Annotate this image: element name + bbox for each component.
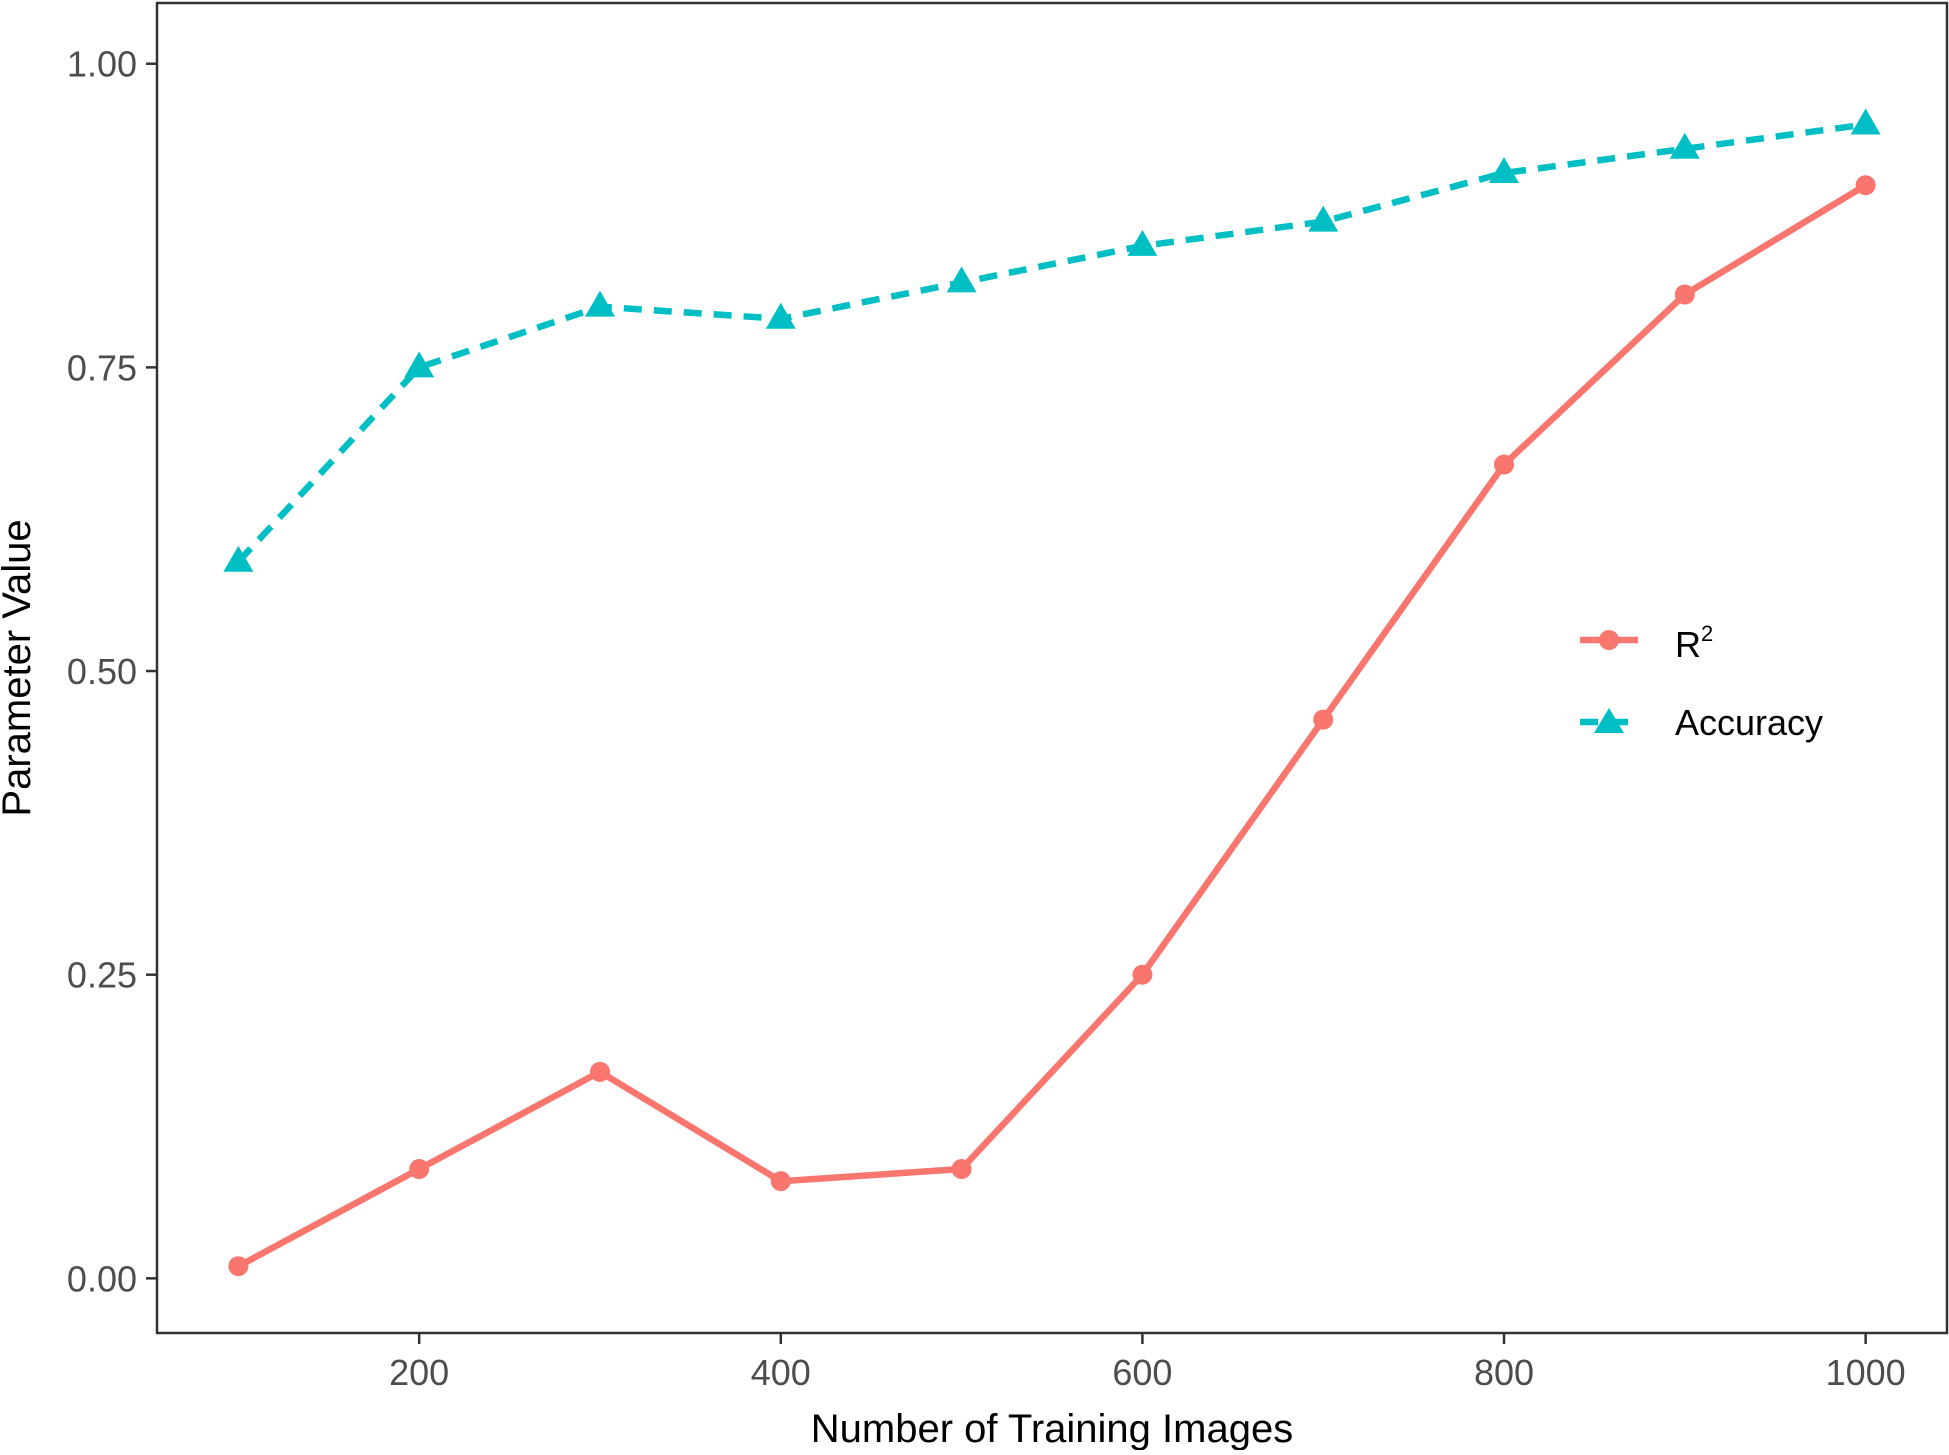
legend-r2-marker <box>1599 630 1619 650</box>
series-r2 <box>228 175 1876 1277</box>
x-tick-label: 800 <box>1474 1352 1534 1393</box>
series-line-accuracy <box>236 121 1867 564</box>
data-point-r2 <box>951 1159 972 1180</box>
x-tick-label: 400 <box>751 1352 811 1393</box>
series-accuracy <box>223 108 1881 572</box>
y-tick-label: 0.00 <box>67 1258 137 1299</box>
data-point-r2 <box>770 1171 791 1192</box>
legend-r2-label-main: R <box>1675 624 1701 665</box>
data-point-accuracy <box>1127 229 1158 256</box>
data-point-r2 <box>589 1061 610 1082</box>
data-point-accuracy <box>946 266 977 293</box>
x-tick-label: 200 <box>389 1352 449 1393</box>
data-point-accuracy <box>1850 108 1881 135</box>
y-axis-title: Parameter Value <box>0 519 39 816</box>
data-point-accuracy <box>1669 132 1700 159</box>
data-point-r2 <box>1674 284 1695 305</box>
legend-r2-label-superscript: 2 <box>1701 621 1713 646</box>
legend-entry-accuracy: Accuracy <box>1580 702 1823 743</box>
data-point-r2 <box>1855 175 1876 196</box>
data-point-r2 <box>1494 454 1515 475</box>
data-point-accuracy <box>1489 157 1520 184</box>
y-tick-label: 1.00 <box>67 44 137 85</box>
data-point-r2 <box>1132 964 1153 985</box>
data-point-r2 <box>409 1159 430 1180</box>
data-point-accuracy <box>584 290 615 317</box>
x-tick-label: 600 <box>1112 1352 1172 1393</box>
x-tick-label: 1000 <box>1826 1352 1906 1393</box>
data-point-accuracy <box>223 545 254 572</box>
legend-accuracy-label: Accuracy <box>1675 702 1823 743</box>
x-axis-title: Number of Training Images <box>811 1407 1293 1450</box>
series-line-r2 <box>236 182 1868 1270</box>
plot-panel-border <box>155 1 1949 1335</box>
y-tick-label: 0.25 <box>67 955 137 996</box>
legend-accuracy-marker <box>1594 708 1624 733</box>
y-tick-label: 0.75 <box>67 347 137 388</box>
data-point-accuracy <box>765 302 796 329</box>
data-point-r2 <box>1313 709 1334 730</box>
series-layer <box>223 108 1881 1277</box>
legend-entry-r2: R2 <box>1580 621 1713 665</box>
data-point-r2 <box>228 1256 249 1277</box>
y-tick-label: 0.50 <box>67 651 137 692</box>
legend: R2 Accuracy <box>1580 621 1823 743</box>
x-axis: 200 400 600 800 1000 <box>389 1333 1906 1393</box>
legend-r2-label: R2 <box>1675 621 1713 665</box>
y-axis: 0.00 0.25 0.50 0.75 1.00 <box>67 44 157 1299</box>
data-point-accuracy <box>1308 205 1339 232</box>
data-point-accuracy <box>404 351 435 378</box>
